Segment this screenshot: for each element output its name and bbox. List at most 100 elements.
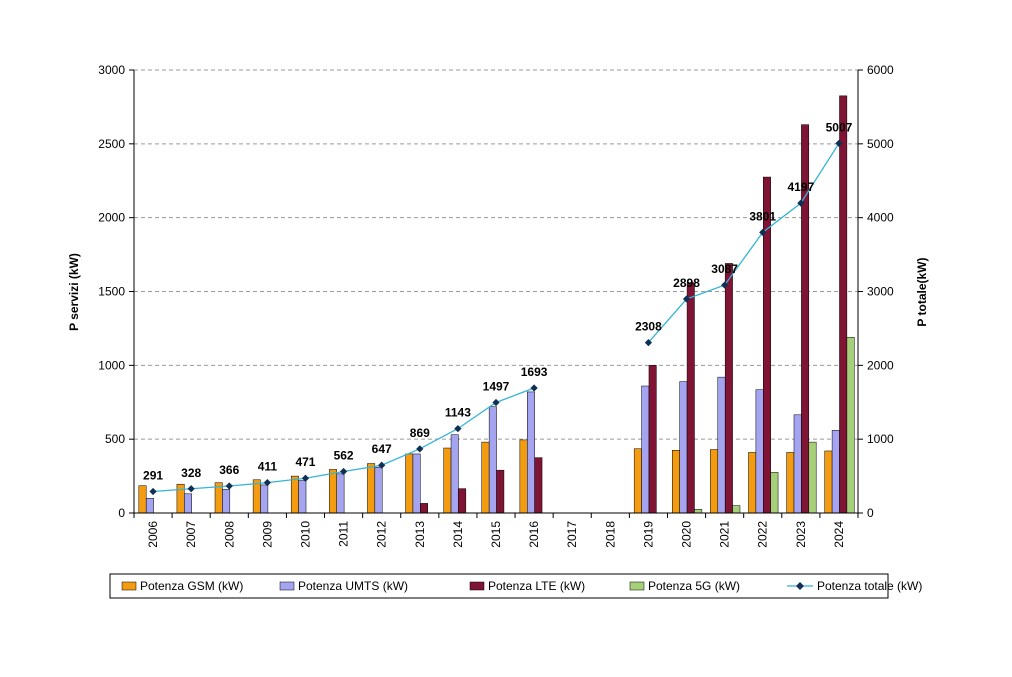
total-point-marker — [339, 467, 348, 476]
bar — [648, 365, 657, 514]
gridlines — [134, 69, 858, 440]
bar — [846, 337, 855, 514]
bar — [786, 452, 795, 514]
total-point-marker — [301, 474, 310, 482]
bar — [824, 450, 833, 514]
legend-marker-swatch — [796, 582, 804, 590]
x-tick-label: 2014 — [451, 521, 465, 548]
bar — [748, 452, 757, 514]
legend-entry: Potenza 5G (kW) — [648, 579, 740, 593]
total-point-marker — [454, 425, 462, 433]
bar — [374, 466, 383, 514]
x-tick-label: 2009 — [260, 521, 274, 548]
total-point-marker — [797, 199, 805, 207]
bar — [694, 509, 703, 514]
bar — [839, 95, 848, 514]
x-tick-label: 2017 — [565, 521, 579, 548]
total-point-marker — [263, 479, 271, 487]
bar — [298, 480, 307, 514]
x-tick-label: 2008 — [222, 521, 236, 548]
bar — [145, 497, 154, 514]
total-data-label: 4197 — [787, 180, 814, 194]
total-point-marker — [644, 338, 653, 347]
left-tick-label: 2500 — [98, 137, 125, 151]
x-tick-label: 2022 — [756, 521, 770, 548]
x-tick-label: 2012 — [375, 521, 389, 548]
total-data-label: 3801 — [749, 209, 776, 223]
x-tick-label: 2015 — [489, 521, 503, 548]
right-tick-label: 3000 — [867, 285, 894, 299]
bar — [336, 473, 345, 514]
total-data-label: 647 — [372, 442, 392, 456]
total-point-marker — [378, 461, 386, 469]
x-tick-label: 2011 — [337, 521, 351, 547]
total-point-marker — [721, 281, 729, 289]
bar — [724, 263, 733, 514]
legend-box — [109, 573, 889, 599]
bar — [519, 439, 528, 514]
left-axis-ticks: 0 500 1000 1500 2000 2500 3000 — [98, 63, 125, 520]
bar — [458, 488, 467, 514]
left-tick-label: 0 — [118, 506, 125, 520]
right-tick-label: 4000 — [867, 211, 894, 225]
bar — [672, 449, 680, 514]
bar — [252, 479, 261, 514]
total-data-label: 328 — [181, 466, 201, 480]
legend-swatch — [279, 581, 295, 591]
total-point-marker — [416, 445, 424, 453]
x-tick-label: 2021 — [718, 521, 732, 548]
bar — [184, 493, 192, 514]
x-tick-label: 2016 — [527, 521, 541, 548]
total-point-marker — [187, 485, 195, 493]
bar — [527, 391, 535, 514]
bar — [290, 475, 299, 514]
left-tick-label: 2000 — [98, 211, 125, 225]
left-tick-label: 500 — [105, 432, 125, 446]
bar — [481, 441, 490, 514]
bar — [808, 441, 817, 514]
left-tick-label: 1500 — [98, 285, 125, 299]
total-data-label: 1693 — [521, 365, 548, 379]
right-tick-label: 6000 — [867, 63, 894, 77]
x-tick-label: 2013 — [413, 521, 427, 548]
bar — [717, 376, 726, 514]
total-point-marker — [225, 482, 233, 490]
legend-entry: Potenza LTE (kW) — [488, 579, 585, 593]
bar — [405, 453, 414, 514]
total-data-label: 869 — [410, 426, 430, 440]
right-tick-label: 0 — [867, 506, 874, 520]
bar — [755, 389, 764, 514]
right-tick-label: 5000 — [867, 137, 894, 151]
axes — [129, 69, 863, 518]
total-data-label: 411 — [258, 460, 278, 474]
left-tick-label: 1000 — [98, 358, 125, 372]
bar — [222, 489, 231, 514]
bar — [412, 453, 421, 514]
legend-entry: Potenza GSM (kW) — [140, 579, 243, 593]
right-tick-label: 2000 — [867, 358, 894, 372]
total-data-label: 366 — [219, 463, 239, 477]
x-tick-label: 2018 — [603, 521, 617, 548]
bar — [732, 505, 741, 514]
total-data-label: 562 — [334, 449, 354, 463]
total-data-label: 3087 — [711, 262, 738, 276]
total-point-marker — [835, 139, 843, 147]
total-point-marker — [492, 398, 500, 407]
bar — [329, 469, 337, 514]
bar — [793, 414, 802, 514]
x-tick-label: 2007 — [184, 521, 198, 548]
right-axis-ticks: 0 1000 2000 3000 4000 5000 6000 — [867, 63, 894, 520]
total-data-label: 1497 — [483, 379, 510, 393]
legend-swatch — [121, 581, 137, 591]
total-data-label: 5007 — [826, 120, 853, 134]
bar — [770, 472, 779, 514]
bar — [633, 448, 642, 514]
total-data-label: 2898 — [673, 276, 700, 290]
bar — [686, 282, 695, 514]
x-tick-label: 2020 — [680, 521, 694, 548]
total-line — [149, 139, 843, 496]
total-data-label: 2308 — [635, 320, 662, 334]
total-data-labels: 291 328 366 411 471 562 647 869 1143 1497 1693 2308… — [143, 120, 853, 482]
legend-swatch — [469, 581, 485, 591]
